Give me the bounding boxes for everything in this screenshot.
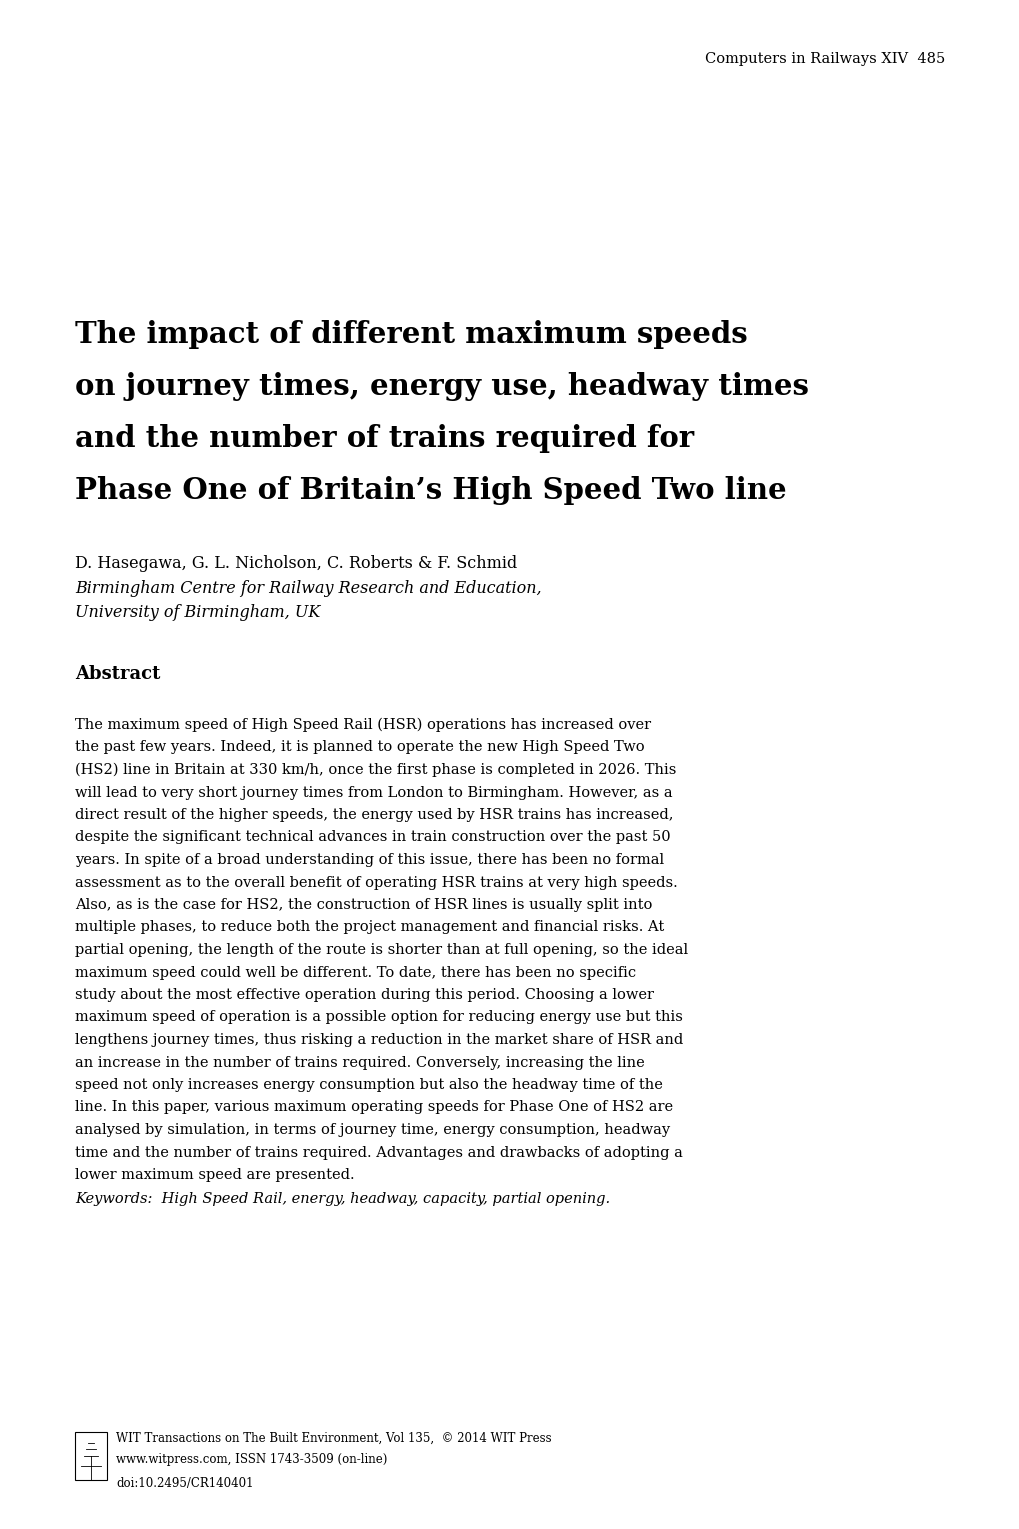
Text: Phase One of Britain’s High Speed Two line: Phase One of Britain’s High Speed Two li… — [75, 476, 786, 505]
Text: analysed by simulation, in terms of journey time, energy consumption, headway: analysed by simulation, in terms of jour… — [75, 1122, 669, 1138]
Text: multiple phases, to reduce both the project management and financial risks. At: multiple phases, to reduce both the proj… — [75, 920, 663, 934]
Text: Keywords:  High Speed Rail, energy, headway, capacity, partial opening.: Keywords: High Speed Rail, energy, headw… — [75, 1191, 609, 1205]
Text: D. Hasegawa, G. L. Nicholson, C. Roberts & F. Schmid: D. Hasegawa, G. L. Nicholson, C. Roberts… — [75, 555, 517, 572]
FancyBboxPatch shape — [75, 1433, 107, 1480]
Text: University of Birmingham, UK: University of Birmingham, UK — [75, 604, 320, 621]
Text: www.witpress.com, ISSN 1743-3509 (on-line): www.witpress.com, ISSN 1743-3509 (on-lin… — [116, 1453, 387, 1466]
Text: Abstract: Abstract — [75, 665, 160, 683]
Text: direct result of the higher speeds, the energy used by HSR trains has increased,: direct result of the higher speeds, the … — [75, 807, 673, 823]
Text: lengthens journey times, thus risking a reduction in the market share of HSR and: lengthens journey times, thus risking a … — [75, 1034, 683, 1047]
Text: the past few years. Indeed, it is planned to operate the new High Speed Two: the past few years. Indeed, it is planne… — [75, 740, 644, 754]
Text: line. In this paper, various maximum operating speeds for Phase One of HS2 are: line. In this paper, various maximum ope… — [75, 1101, 673, 1115]
Text: maximum speed of operation is a possible option for reducing energy use but this: maximum speed of operation is a possible… — [75, 1011, 682, 1024]
Text: on journey times, energy use, headway times: on journey times, energy use, headway ti… — [75, 372, 808, 401]
Text: The maximum speed of High Speed Rail (HSR) operations has increased over: The maximum speed of High Speed Rail (HS… — [75, 719, 650, 732]
Text: lower maximum speed are presented.: lower maximum speed are presented. — [75, 1168, 355, 1182]
Text: time and the number of trains required. Advantages and drawbacks of adopting a: time and the number of trains required. … — [75, 1145, 682, 1159]
Text: will lead to very short journey times from London to Birmingham. However, as a: will lead to very short journey times fr… — [75, 786, 672, 800]
Text: years. In spite of a broad understanding of this issue, there has been no formal: years. In spite of a broad understanding… — [75, 853, 663, 867]
Text: WIT Transactions on The Built Environment, Vol 135,  © 2014 WIT Press: WIT Transactions on The Built Environmen… — [116, 1433, 551, 1445]
Text: despite the significant technical advances in train construction over the past 5: despite the significant technical advanc… — [75, 830, 669, 844]
Text: doi:10.2495/CR140401: doi:10.2495/CR140401 — [116, 1477, 254, 1489]
Text: The impact of different maximum speeds: The impact of different maximum speeds — [75, 320, 747, 349]
Text: partial opening, the length of the route is shorter than at full opening, so the: partial opening, the length of the route… — [75, 943, 688, 957]
Text: Also, as is the case for HS2, the construction of HSR lines is usually split int: Also, as is the case for HS2, the constr… — [75, 898, 652, 911]
Text: speed not only increases energy consumption but also the headway time of the: speed not only increases energy consumpt… — [75, 1078, 662, 1092]
Text: study about the most effective operation during this period. Choosing a lower: study about the most effective operation… — [75, 988, 653, 1001]
Text: Birmingham Centre for Railway Research and Education,: Birmingham Centre for Railway Research a… — [75, 579, 541, 596]
Text: and the number of trains required for: and the number of trains required for — [75, 424, 694, 453]
Text: Computers in Railways XIV  485: Computers in Railways XIV 485 — [704, 52, 944, 66]
Text: an increase in the number of trains required. Conversely, increasing the line: an increase in the number of trains requ… — [75, 1055, 644, 1069]
Text: maximum speed could well be different. To date, there has been no specific: maximum speed could well be different. T… — [75, 965, 636, 980]
Text: (HS2) line in Britain at 330 km/h, once the first phase is completed in 2026. Th: (HS2) line in Britain at 330 km/h, once … — [75, 763, 676, 777]
Text: assessment as to the overall benefit of operating HSR trains at very high speeds: assessment as to the overall benefit of … — [75, 876, 677, 890]
